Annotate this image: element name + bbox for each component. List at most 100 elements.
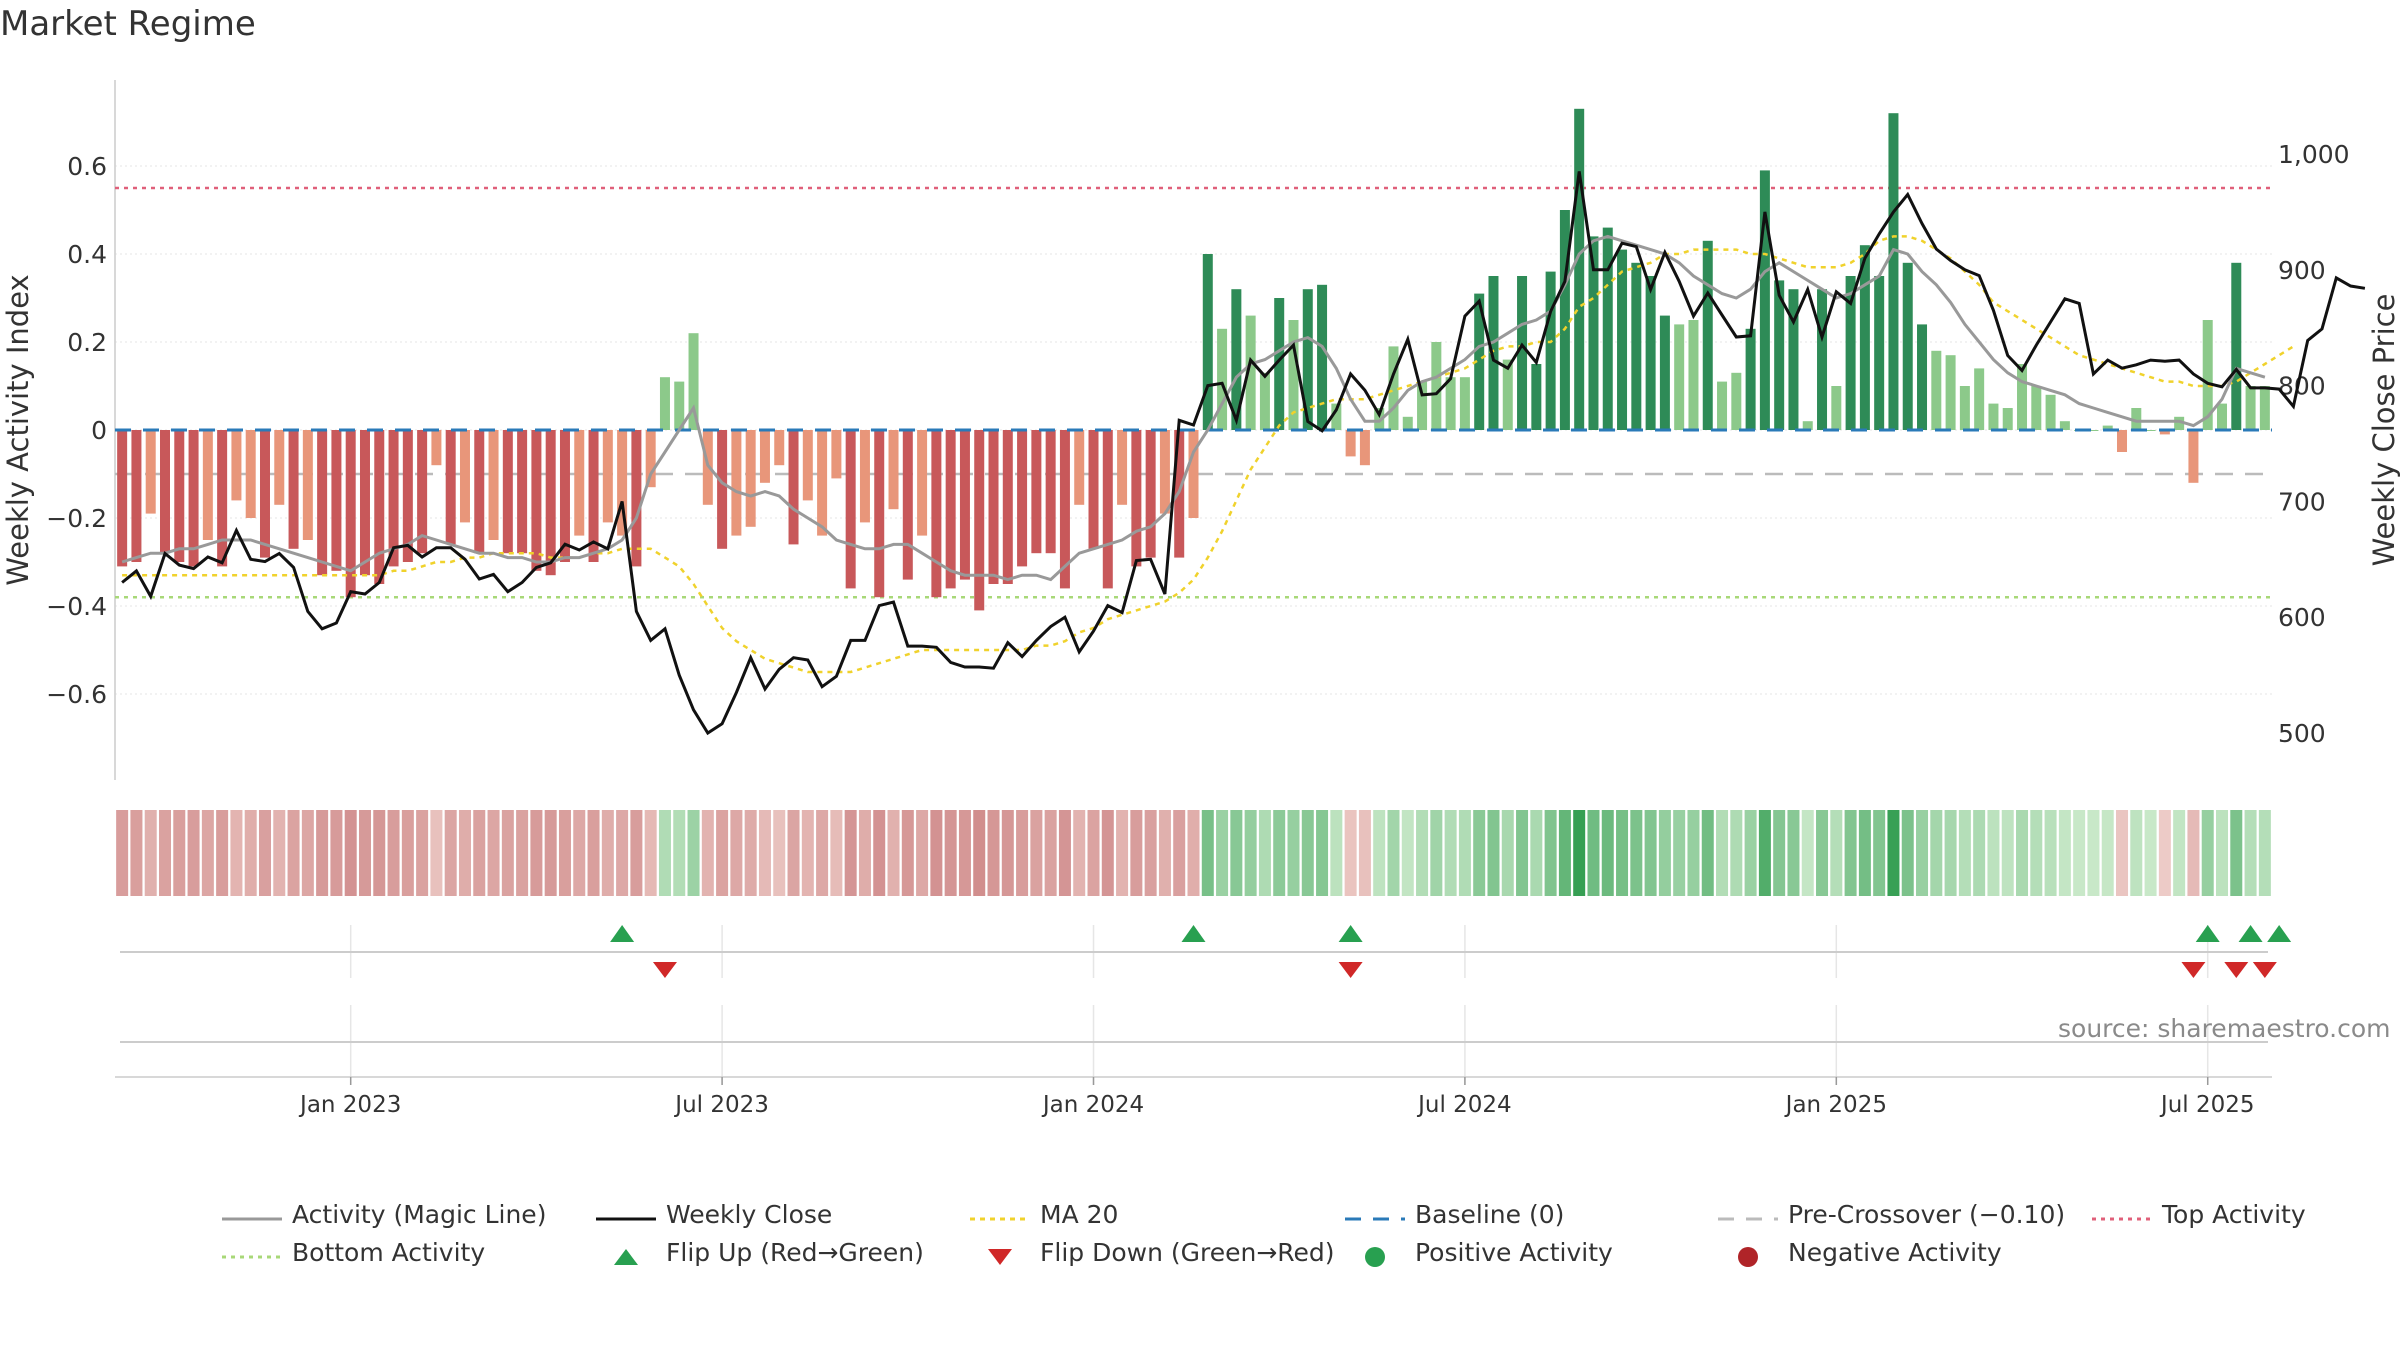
regime-cell <box>401 810 414 896</box>
regime-cell <box>330 810 343 896</box>
activity-bar <box>717 430 728 549</box>
activity-bar <box>517 430 528 554</box>
regime-cell <box>2101 810 2114 896</box>
activity-bar <box>1188 430 1199 518</box>
regime-cell <box>773 810 786 896</box>
regime-cell <box>1044 810 1057 896</box>
regime-strip <box>116 810 2271 896</box>
legend-swatch-flipdown <box>970 1244 1030 1265</box>
activity-bar <box>674 381 685 430</box>
regime-cell <box>758 810 771 896</box>
activity-bar <box>2031 386 2042 430</box>
regime-cell <box>1744 810 1757 896</box>
regime-cell <box>730 810 743 896</box>
regime-cell <box>1801 810 1814 896</box>
legend-swatch-close <box>596 1206 656 1226</box>
activity-bar <box>945 430 956 589</box>
activity-bar <box>617 430 628 536</box>
market-regime-chart: 0.60.40.20−0.2−0.4−0.61,0009008007006005… <box>1 80 2400 1118</box>
x-tick-label: Jul 2024 <box>1416 1092 1512 1118</box>
activity-bar <box>1259 372 1270 430</box>
activity-bar <box>445 430 456 545</box>
activity-bar <box>1231 289 1242 430</box>
activity-bar <box>1502 359 1513 430</box>
x-tick-label: Jan 2024 <box>1041 1092 1144 1118</box>
regime-cell <box>2087 810 2100 896</box>
source-note: source: sharemaestro.com <box>2058 1014 2391 1043</box>
legend-label: Flip Up (Red→Green) <box>666 1238 924 1267</box>
activity-bar <box>217 430 228 567</box>
regime-cell <box>801 810 814 896</box>
activity-bar <box>859 430 870 523</box>
regime-cell <box>1673 810 1686 896</box>
legend-label: Negative Activity <box>1788 1238 2002 1267</box>
activity-bar <box>1674 324 1685 430</box>
regime-cell <box>116 810 129 896</box>
regime-cell <box>487 810 500 896</box>
legend: Activity (Magic Line) Weekly Close MA 20 Ba… <box>0 1200 2400 1280</box>
activity-bar <box>1717 381 1728 430</box>
regime-cell <box>1987 810 2000 896</box>
regime-cell <box>1644 810 1657 896</box>
regime-cell <box>1430 810 1443 896</box>
activity-bar <box>2131 408 2142 430</box>
regime-cell <box>130 810 143 896</box>
activity-bar <box>1759 170 1770 430</box>
legend-item-baseline: Baseline (0) <box>1345 1200 1564 1229</box>
legend-swatch-flipup <box>596 1244 656 1265</box>
activity-bar <box>888 430 899 510</box>
legend-swatch-ma20 <box>970 1206 1030 1226</box>
regime-cell <box>2187 810 2200 896</box>
regime-cell <box>2144 810 2157 896</box>
activity-bar <box>259 430 270 558</box>
regime-cell <box>2030 810 2043 896</box>
legend-item-flipup: Flip Up (Red→Green) <box>596 1238 924 1267</box>
regime-cell <box>1030 810 1043 896</box>
flip-up-marker <box>2195 925 2220 942</box>
regime-cell <box>2073 810 2086 896</box>
regime-cell <box>744 810 757 896</box>
activity-bar <box>1374 408 1385 430</box>
regime-cell <box>1544 810 1557 896</box>
regime-cell <box>2058 810 2071 896</box>
regime-cell <box>816 810 829 896</box>
activity-bar <box>1031 430 1042 554</box>
regime-cell <box>516 810 529 896</box>
y-right-tick-label: 1,000 <box>2278 140 2350 169</box>
activity-bar <box>1045 430 1056 554</box>
regime-cell <box>1630 810 1643 896</box>
regime-cell <box>944 810 957 896</box>
activity-bar <box>988 430 999 584</box>
regime-cell <box>1901 810 1914 896</box>
activity-bar <box>231 430 242 501</box>
activity-bar <box>1388 346 1399 430</box>
activity-bar <box>1802 421 1813 430</box>
activity-bar <box>431 430 442 466</box>
legend-label: Top Activity <box>2162 1200 2306 1229</box>
regime-cell <box>916 810 929 896</box>
regime-cell <box>2016 810 2029 896</box>
activity-bar <box>2188 430 2199 483</box>
legend-swatch-top <box>2092 1206 2152 1226</box>
regime-cell <box>1487 810 1500 896</box>
activity-bar <box>531 430 542 571</box>
regime-cell <box>2158 810 2171 896</box>
regime-cell <box>1130 810 1143 896</box>
activity-bar <box>1274 298 1285 430</box>
regime-cell <box>658 810 671 896</box>
activity-bar <box>1617 249 1628 430</box>
regime-cell <box>1158 810 1171 896</box>
activity-bar <box>802 430 813 501</box>
activity-bar <box>1845 276 1856 430</box>
regime-cell <box>416 810 429 896</box>
legend-swatch-neg <box>1718 1244 1778 1267</box>
legend-item-top: Top Activity <box>2092 1200 2306 1229</box>
activity-bar <box>131 430 142 562</box>
regime-cell <box>901 810 914 896</box>
activity-bar <box>1817 289 1828 430</box>
regime-cell <box>358 810 371 896</box>
activity-bar <box>1459 377 1470 430</box>
regime-cell <box>1401 810 1414 896</box>
regime-cell <box>1187 810 1200 896</box>
regime-cell <box>2201 810 2214 896</box>
